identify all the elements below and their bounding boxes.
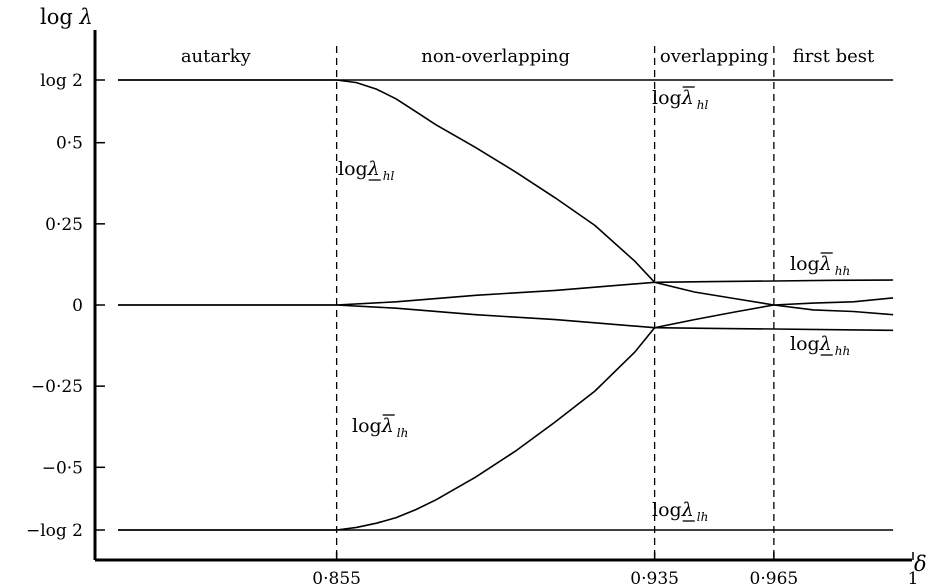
series-label-subscript: lh (697, 510, 709, 524)
series-label-symbol: λ (681, 499, 694, 521)
axes (93, 30, 912, 562)
x-tick-label: 0·965 (750, 569, 799, 588)
y-tick-label: −0·25 (31, 377, 83, 397)
x-tick-label: 0·855 (312, 569, 361, 588)
series-label-symbol: λ (381, 415, 394, 437)
y-tick-label: 0·5 (56, 134, 83, 154)
series-line (118, 297, 894, 531)
series-label-subscript: hh (835, 344, 850, 358)
x-tick-label: 1 (908, 569, 919, 588)
series-label-prefix: log (790, 253, 820, 275)
region-label: overlapping (660, 46, 769, 67)
series-label: log λ hh (790, 333, 850, 358)
x-tick-label: 0·935 (630, 569, 679, 588)
region-boundaries (335, 46, 775, 560)
series-line (118, 304, 894, 332)
y-tick-label: −log 2 (26, 521, 83, 541)
series-label-subscript: lh (397, 426, 409, 440)
series-label-symbol: λ (681, 87, 694, 109)
region-label: non-overlapping (421, 46, 570, 67)
series-label: log λ lh (652, 499, 708, 524)
y-tick-label: 0·25 (45, 215, 83, 235)
series-label-subscript: hh (835, 264, 850, 278)
region-label: first best (793, 46, 875, 67)
series-label-subscript: hl (383, 169, 395, 183)
series-lines (118, 79, 894, 531)
series-label-symbol: λ (819, 253, 832, 275)
region-labels: autarky non-overlapping overlapping first b… (181, 46, 875, 67)
series-label: log λ hl (338, 158, 394, 183)
region-label: autarky (181, 46, 252, 67)
x-axis-ticks: 0·855 0·935 0·965 1 (312, 552, 918, 588)
series-label-symbol: λ (819, 333, 832, 355)
x-axis-title: δ (914, 552, 927, 576)
series-label-symbol: λ (367, 158, 380, 180)
y-axis-ticks: log 2 0·5 0·25 0 −0·25 −0·5 −log 2 (26, 71, 105, 541)
series-label-prefix: log (790, 333, 820, 355)
series-label: log λ hl (652, 86, 709, 112)
series-label-prefix: log (652, 87, 682, 109)
series-label: log λ hh (790, 252, 850, 278)
series-label-prefix: log (338, 158, 368, 180)
series-line (118, 279, 894, 306)
series-label-prefix: log (352, 415, 382, 437)
axis-titles: log λ δ (40, 5, 927, 576)
series-label: log λ lh (352, 414, 409, 440)
y-axis-title: log λ (40, 5, 93, 29)
series-line (118, 79, 894, 316)
y-tick-label: −0·5 (42, 458, 83, 478)
series-label-prefix: log (652, 499, 682, 521)
y-tick-label: log 2 (40, 71, 83, 91)
series-label-subscript: hl (697, 98, 709, 112)
y-tick-label: 0 (72, 296, 83, 316)
